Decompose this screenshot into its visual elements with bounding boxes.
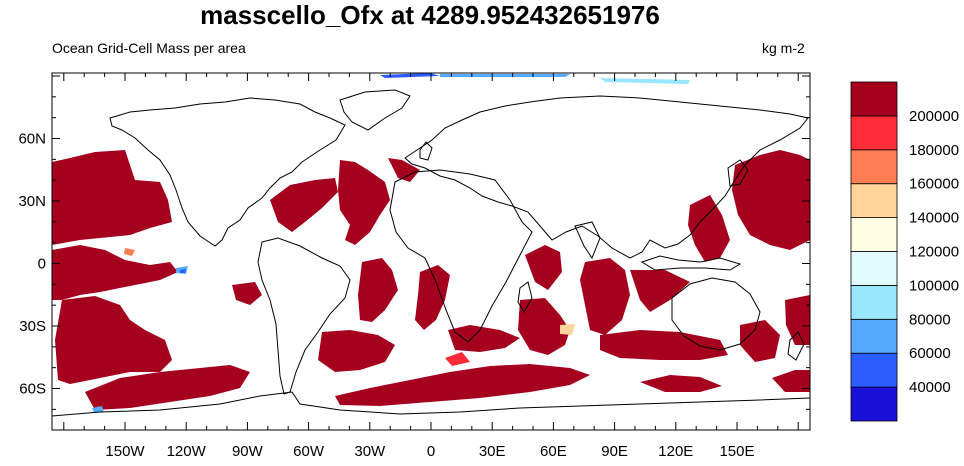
map-title: masscello_Ofx at 4289.952432651976: [200, 0, 660, 30]
field-indian-west: [525, 245, 562, 290]
y-tick-label: 60N: [18, 131, 46, 148]
field-atlantic-northeast: [388, 158, 420, 182]
field-arctic-shelf-blue: [380, 73, 440, 78]
colorbar-label: 180000: [909, 142, 959, 159]
y-tick-label: 30N: [18, 193, 46, 210]
coast-eurasia: [404, 95, 809, 259]
x-tick-label: 30W: [354, 443, 386, 460]
colorbar-label: 140000: [909, 210, 959, 227]
field-shelf-fringe-5: [180, 269, 186, 273]
field-west-pacific-equatorial: [688, 195, 730, 262]
field-southern-ocean-indian: [640, 375, 722, 392]
coast-greenland: [339, 89, 411, 131]
x-tick-label: 120W: [167, 443, 207, 460]
x-tick-label: 150W: [105, 443, 145, 460]
variable-long-name: Ocean Grid-Cell Mass per area: [52, 40, 246, 56]
coast-madagascar: [517, 281, 533, 313]
field-indian-south: [600, 330, 728, 360]
colorbar-swatch: [850, 251, 898, 286]
field-indian-central: [580, 258, 630, 335]
x-tick-label: 90E: [601, 443, 628, 460]
colorbar-label: 60000: [909, 345, 951, 362]
x-tick-label: 90W: [232, 443, 264, 460]
y-tick-label: 30S: [19, 318, 46, 335]
colorbar-swatch: [850, 217, 898, 252]
coast-uk: [419, 141, 433, 161]
field-antarctic-coast-blue: [92, 406, 104, 413]
colorbar-label: 120000: [909, 244, 959, 261]
x-tick-label: 60W: [293, 443, 325, 460]
x-tick-label: 120E: [658, 443, 693, 460]
colorbar: 40000 60000 80000 100000 120000 140000 160000 1…: [850, 81, 959, 422]
field-pacific-south: [55, 296, 172, 384]
field-southern-ocean-east: [772, 370, 810, 392]
field-south-pacific-west: [740, 320, 780, 362]
colorbar-swatch: [850, 284, 898, 320]
colorbar-label: 160000: [909, 176, 959, 193]
field-atlantic-south: [358, 258, 398, 322]
colorbar-label: 80000: [909, 311, 951, 328]
x-tick-label: 150E: [719, 443, 754, 460]
colorbar-swatch: [850, 352, 898, 388]
units-label: kg m-2: [762, 40, 805, 56]
field-indian-southwest: [518, 298, 570, 355]
colorbar-label: 200000: [909, 108, 959, 125]
colorbar-label: 40000: [909, 379, 951, 396]
field-southern-ocean-west: [85, 365, 250, 410]
colorbar-swatch: [850, 149, 898, 185]
field-shelf-fringe-2: [445, 352, 470, 366]
field-west-pacific-north: [732, 150, 810, 250]
field-arctic-shelf-light: [440, 74, 570, 77]
coast-new-zealand: [787, 331, 805, 361]
coast-india: [574, 221, 601, 260]
coast-antarctica: [52, 391, 810, 417]
field-southern-ocean-atlantic: [335, 364, 590, 406]
coast-north-america: [109, 97, 346, 247]
colorbar-swatch: [850, 81, 898, 117]
colorbar-swatch: [850, 183, 898, 218]
coast-australia: [671, 277, 761, 351]
colorbar-swatch: [850, 115, 898, 151]
coast-japan: [727, 159, 749, 187]
x-tick-label: 60E: [540, 443, 567, 460]
field-pacific-equatorial: [52, 245, 178, 300]
x-tick-label: 0: [427, 443, 435, 460]
y-axis-ticks: 60N 30N 0 30S 60S: [18, 75, 810, 410]
y-tick-label: 60S: [19, 381, 46, 398]
colorbar-swatch: [850, 386, 898, 422]
x-axis-ticks: 150W 120W 90W 60W 30W 0 30E 60E 90E 120E 150E: [63, 73, 799, 460]
field-pacific-north: [52, 150, 172, 245]
coast-africa: [389, 169, 533, 343]
field-atlantic-north: [270, 178, 338, 232]
coastline-layer: [52, 89, 810, 417]
colorbar-swatch: [850, 318, 898, 354]
x-tick-label: 30E: [479, 443, 506, 460]
ocean-field-layer: [52, 73, 810, 413]
field-shelf-fringe-3: [560, 324, 575, 335]
y-tick-label: 0: [38, 256, 46, 273]
colorbar-label: 100000: [909, 277, 959, 294]
coast-indonesia: [640, 255, 742, 271]
field-southeast-atlantic: [448, 325, 520, 352]
field-tasman-east: [785, 295, 810, 345]
field-atlantic-central: [338, 160, 390, 245]
field-south-atlantic-deep: [318, 330, 395, 372]
field-indian-east: [630, 270, 690, 312]
field-atlantic-southeast: [415, 265, 450, 330]
field-shelf-fringe-1: [124, 248, 135, 256]
field-arctic-shelf-east: [600, 78, 690, 84]
coast-south-america: [257, 237, 351, 395]
field-pacific-east-patch: [232, 282, 262, 305]
